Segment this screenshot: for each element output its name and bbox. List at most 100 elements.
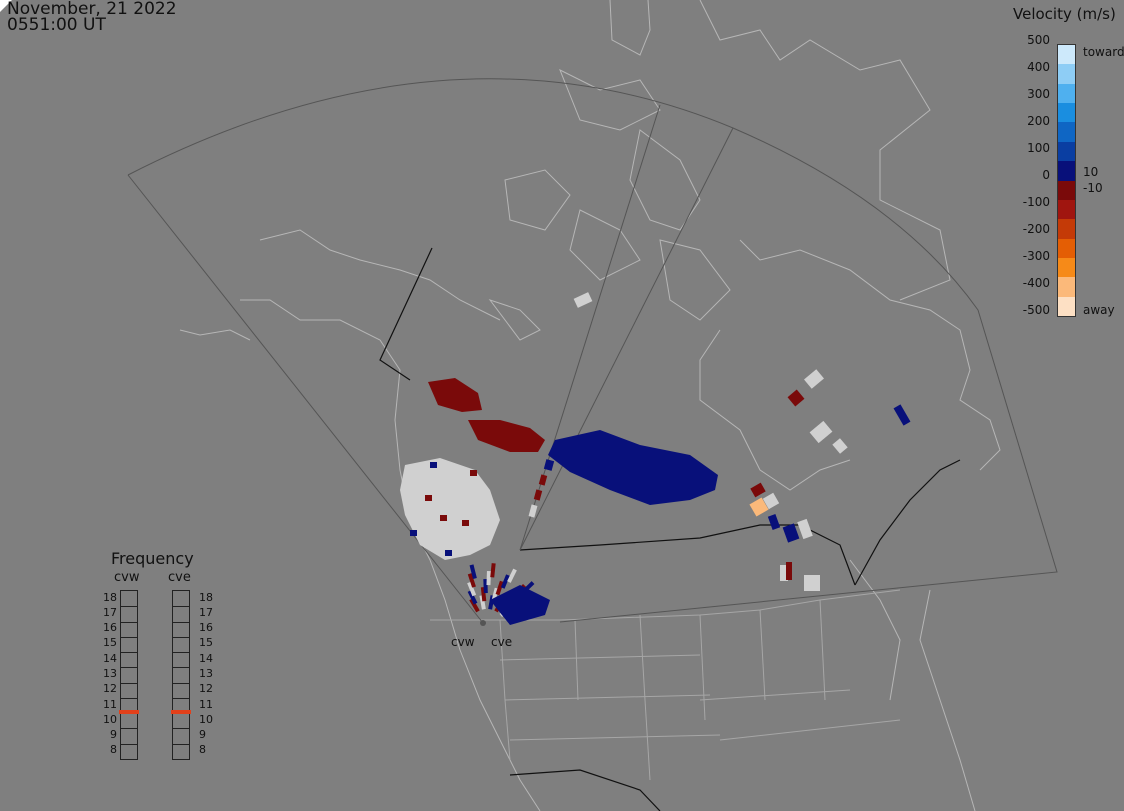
echo-near-cell <box>490 563 496 578</box>
echo-ground-scatter <box>400 458 500 560</box>
frequency-cell-divider <box>173 682 189 684</box>
legend-color-segment <box>1058 219 1075 240</box>
legend-small-negative: -10 <box>1083 181 1103 195</box>
legend-tick-label: -100 <box>1022 195 1050 209</box>
echo-cell <box>797 518 813 540</box>
legend-color-segment <box>1058 45 1075 65</box>
legend-toward-label: toward <box>1083 45 1124 59</box>
legend-tick-label: 0 <box>1042 168 1050 182</box>
echo-cell <box>440 515 447 521</box>
echo-cell <box>750 482 766 498</box>
frequency-cell-divider <box>121 636 137 638</box>
corner-marker <box>0 0 12 12</box>
echo-cell <box>809 420 833 444</box>
frequency-level-label: 12 <box>199 682 213 696</box>
frequency-cell-divider <box>173 667 189 669</box>
time-label: 0551:00 UT <box>7 15 106 35</box>
frequency-level-label: 12 <box>103 682 117 696</box>
frequency-level-label: 13 <box>199 667 213 680</box>
frequency-cell-divider <box>121 697 137 699</box>
cve-site-label: cve <box>491 635 513 649</box>
frequency-level-label: 17 <box>199 605 213 619</box>
legend-tick-label: 300 <box>1027 87 1050 101</box>
echo-cell <box>533 489 543 501</box>
frequency-cell-divider <box>173 743 189 745</box>
legend-color-segment <box>1058 122 1075 143</box>
frequency-level-label: 10 <box>199 712 213 726</box>
velocity-color-bar <box>1057 44 1076 317</box>
frequency-cell-divider <box>173 621 189 623</box>
frequency-radar-cve-label: cve <box>168 570 191 585</box>
frequency-level-label: 16 <box>103 621 117 635</box>
echo-cell <box>538 474 548 486</box>
legend-color-segment <box>1058 277 1075 298</box>
frequency-cell-divider <box>121 667 137 669</box>
legend-tick-label: 200 <box>1027 114 1050 128</box>
frequency-cell-divider <box>121 743 137 745</box>
date-label: November, 21 2022 <box>7 0 177 19</box>
legend-color-segment <box>1058 180 1075 201</box>
frequency-level-label: 15 <box>103 636 117 650</box>
echo-toward-band <box>548 430 718 505</box>
frequency-cell-divider <box>173 606 189 608</box>
frequency-level-label: 14 <box>103 651 117 665</box>
legend-away-label: away <box>1083 303 1115 317</box>
legend-tick-label: -300 <box>1022 249 1050 263</box>
legend-tick-label: -500 <box>1022 303 1050 317</box>
legend-color-segment <box>1058 83 1075 104</box>
frequency-level-label: 18 <box>199 590 213 604</box>
echo-near-cell <box>500 574 510 589</box>
frequency-cell-divider <box>173 728 189 730</box>
echo-cell <box>786 562 792 580</box>
legend-tick-label: 100 <box>1027 141 1050 155</box>
legend-color-segment <box>1058 257 1075 278</box>
cvw-site-marker <box>480 620 486 626</box>
echo-near-cell <box>486 570 491 586</box>
frequency-level-label: 8 <box>199 743 206 757</box>
frequency-cell-divider <box>121 682 137 684</box>
coastlines <box>179 0 1001 811</box>
frequency-level-label: 10 <box>103 712 117 726</box>
frequency-cell-divider <box>121 606 137 608</box>
frequency-level-label: 15 <box>199 636 213 650</box>
legend-tick-label: -400 <box>1022 276 1050 290</box>
cvw-site-label: cvw <box>451 635 475 649</box>
frequency-level-label: 9 <box>110 728 117 742</box>
echo-near-cell <box>479 595 486 610</box>
legend-color-segment <box>1058 161 1075 181</box>
echo-near-toward <box>490 585 550 625</box>
legend-color-segment <box>1058 296 1075 317</box>
frequency-level-label: 14 <box>199 651 213 665</box>
frequency-cell-divider <box>173 636 189 638</box>
frequency-marker <box>119 710 139 715</box>
frequency-cell-divider <box>121 728 137 730</box>
legend-color-segment <box>1058 103 1075 123</box>
legend-color-segment <box>1058 238 1075 259</box>
frequency-level-label: 11 <box>199 697 213 711</box>
country-border <box>379 247 961 811</box>
echo-near-cell <box>469 598 480 613</box>
frequency-cell-divider <box>121 652 137 654</box>
echo-near-cell <box>467 573 476 588</box>
echo-cell <box>780 565 788 581</box>
echo-cell <box>528 504 538 518</box>
echo-cell <box>893 404 911 426</box>
legend-tick-label: 500 <box>1027 33 1050 47</box>
legend-color-segment <box>1058 141 1075 162</box>
frequency-marker <box>171 710 191 715</box>
echo-cell <box>762 492 780 510</box>
legend-color-segment <box>1058 64 1075 85</box>
legend-small-positive: 10 <box>1083 165 1099 179</box>
frequency-radar-cvw-label: cvw <box>114 570 140 585</box>
frequency-title: Frequency <box>111 549 194 568</box>
echo-cell <box>430 462 437 468</box>
frequency-level-label: 13 <box>103 667 117 680</box>
state-borders <box>430 589 901 781</box>
legend-tick-label: 400 <box>1027 60 1050 74</box>
radar-echoes <box>400 292 911 625</box>
echo-cell <box>767 514 781 530</box>
frequency-cell-divider <box>173 697 189 699</box>
echo-cell <box>445 550 452 556</box>
echo-cell <box>749 497 769 517</box>
